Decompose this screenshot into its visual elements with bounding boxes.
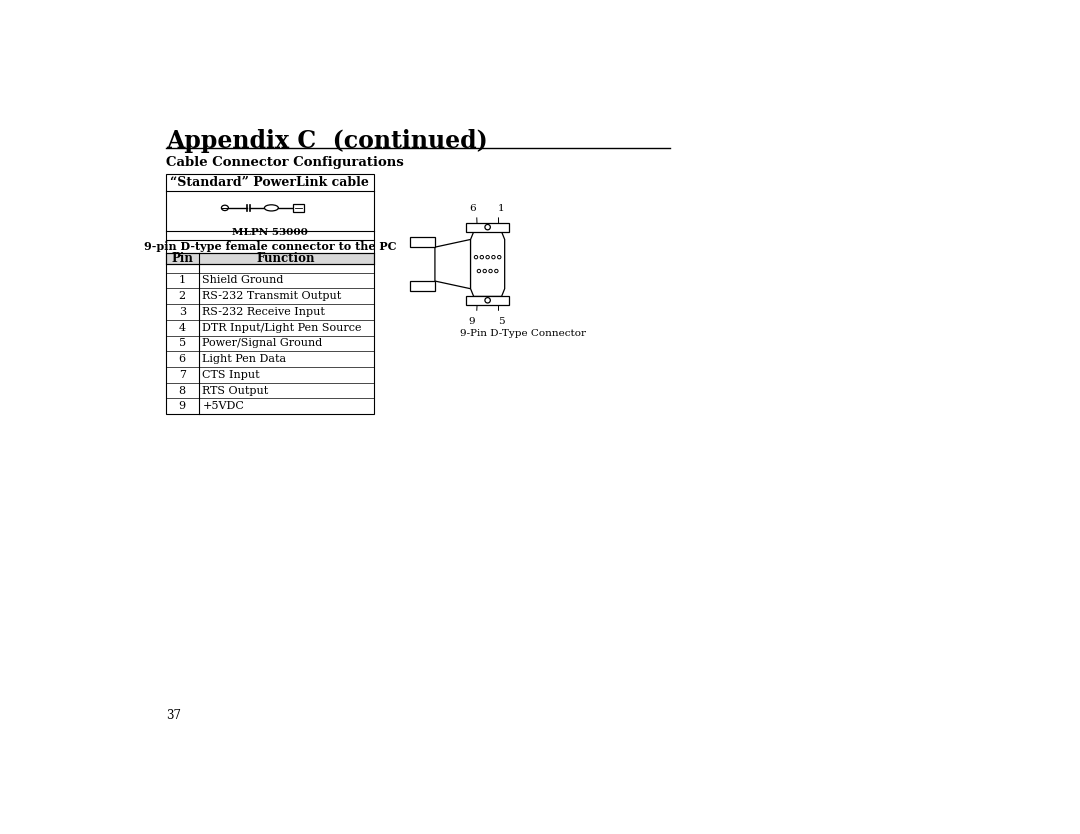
Bar	[166, 253, 374, 264]
Circle shape	[486, 255, 489, 259]
Circle shape	[485, 224, 490, 230]
Circle shape	[477, 269, 481, 273]
Text: 8: 8	[178, 385, 186, 395]
Text: Shield Ground: Shield Ground	[202, 275, 284, 285]
Circle shape	[485, 298, 490, 303]
Circle shape	[474, 255, 477, 259]
Circle shape	[491, 255, 495, 259]
Text: 5: 5	[178, 339, 186, 349]
Text: “Standard” PowerLink cable: “Standard” PowerLink cable	[171, 176, 369, 189]
Text: Cable Connector Configurations: Cable Connector Configurations	[166, 155, 404, 168]
Text: 4: 4	[178, 323, 186, 333]
Text: DTR Input/Light Pen Source: DTR Input/Light Pen Source	[202, 323, 362, 333]
Bar	[293, 204, 303, 212]
Text: Appendix C  (continued): Appendix C (continued)	[166, 129, 488, 153]
Text: +5VDC: +5VDC	[202, 401, 244, 411]
Text: Function: Function	[257, 252, 315, 265]
Ellipse shape	[265, 205, 279, 211]
Circle shape	[483, 269, 486, 273]
Text: 6: 6	[178, 354, 186, 364]
Text: 1: 1	[178, 275, 186, 285]
Text: Pin: Pin	[172, 252, 193, 265]
Polygon shape	[471, 232, 504, 296]
Bar	[410, 237, 435, 247]
Text: 9-Pin D-Type Connector: 9-Pin D-Type Connector	[460, 329, 586, 338]
Ellipse shape	[221, 205, 228, 210]
Text: MLPN 53000: MLPN 53000	[232, 229, 308, 238]
Text: 9-pin D-type female connector to the PC: 9-pin D-type female connector to the PC	[144, 241, 396, 252]
Text: 9: 9	[469, 317, 475, 326]
Text: RTS Output: RTS Output	[202, 385, 269, 395]
Circle shape	[495, 269, 498, 273]
Bar	[465, 296, 510, 305]
Polygon shape	[435, 239, 471, 289]
Bar	[465, 224, 510, 232]
Text: 6: 6	[469, 203, 475, 213]
Text: RS-232 Receive Input: RS-232 Receive Input	[202, 307, 325, 317]
Circle shape	[489, 269, 492, 273]
Text: 1: 1	[498, 203, 504, 213]
Bar	[410, 281, 435, 291]
Text: 7: 7	[179, 370, 186, 379]
Text: 2: 2	[178, 291, 186, 301]
Text: Light Pen Data: Light Pen Data	[202, 354, 286, 364]
Circle shape	[498, 255, 501, 259]
Circle shape	[481, 255, 484, 259]
Text: RS-232 Transmit Output: RS-232 Transmit Output	[202, 291, 341, 301]
Text: CTS Input: CTS Input	[202, 370, 260, 379]
Text: Power/Signal Ground: Power/Signal Ground	[202, 339, 323, 349]
Text: 5: 5	[498, 317, 504, 326]
Text: 37: 37	[166, 709, 181, 722]
Text: 3: 3	[178, 307, 186, 317]
Text: 9: 9	[178, 401, 186, 411]
